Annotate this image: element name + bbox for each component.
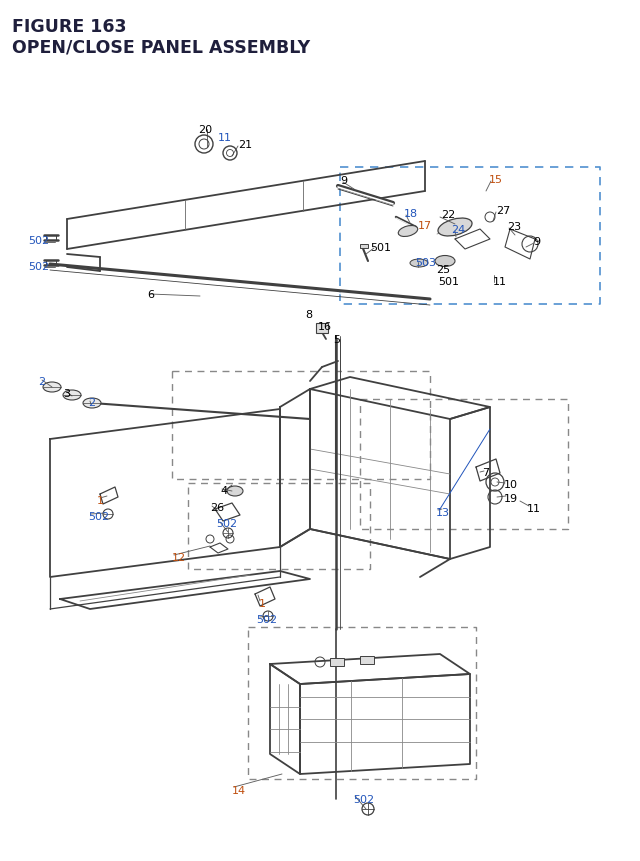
Text: 21: 21 [238, 139, 252, 150]
Text: OPEN/CLOSE PANEL ASSEMBLY: OPEN/CLOSE PANEL ASSEMBLY [12, 38, 310, 56]
Text: 502: 502 [88, 511, 109, 522]
Text: 503: 503 [415, 257, 436, 268]
Ellipse shape [63, 391, 81, 400]
Ellipse shape [43, 382, 61, 393]
Text: 17: 17 [418, 220, 432, 231]
Text: 501: 501 [438, 276, 459, 287]
Ellipse shape [398, 226, 418, 237]
Text: 11: 11 [527, 504, 541, 513]
Text: 4: 4 [220, 486, 227, 495]
Text: 5: 5 [333, 335, 340, 344]
Text: 19: 19 [504, 493, 518, 504]
Text: 2: 2 [38, 376, 45, 387]
Text: 6: 6 [147, 289, 154, 300]
Text: 502: 502 [28, 236, 49, 245]
Text: FIGURE 163: FIGURE 163 [12, 18, 127, 36]
Text: 7: 7 [482, 468, 489, 478]
Ellipse shape [438, 219, 472, 237]
Text: 11: 11 [493, 276, 507, 287]
Text: 8: 8 [305, 310, 312, 319]
Ellipse shape [435, 257, 455, 267]
Text: 1: 1 [97, 495, 104, 505]
Text: 9: 9 [340, 176, 347, 186]
Text: 502: 502 [216, 518, 237, 529]
Text: 26: 26 [210, 503, 224, 512]
Text: 25: 25 [436, 264, 450, 275]
Text: 20: 20 [198, 125, 212, 135]
Text: 502: 502 [353, 794, 374, 804]
Text: 13: 13 [436, 507, 450, 517]
Text: 10: 10 [504, 480, 518, 489]
Text: 12: 12 [172, 553, 186, 562]
Text: 502: 502 [256, 614, 277, 624]
Text: 9: 9 [533, 237, 540, 247]
Text: 2: 2 [88, 398, 95, 407]
Text: 11: 11 [218, 133, 232, 143]
Text: 22: 22 [441, 210, 455, 220]
Ellipse shape [83, 399, 101, 408]
Text: 1: 1 [259, 598, 266, 608]
Text: 15: 15 [489, 175, 503, 185]
Text: 3: 3 [63, 388, 70, 399]
Text: 24: 24 [451, 225, 465, 235]
Ellipse shape [410, 260, 428, 268]
Bar [316, 324, 328, 333]
Ellipse shape [227, 486, 243, 497]
Text: 18: 18 [404, 208, 418, 219]
Text: 502: 502 [28, 262, 49, 272]
Text: 27: 27 [496, 206, 510, 216]
Text: 14: 14 [232, 785, 246, 795]
Text: 23: 23 [507, 222, 521, 232]
Text: 501: 501 [370, 243, 391, 253]
Bar [330, 659, 344, 666]
Bar [360, 245, 368, 249]
Bar [360, 656, 374, 664]
Text: 16: 16 [318, 322, 332, 331]
